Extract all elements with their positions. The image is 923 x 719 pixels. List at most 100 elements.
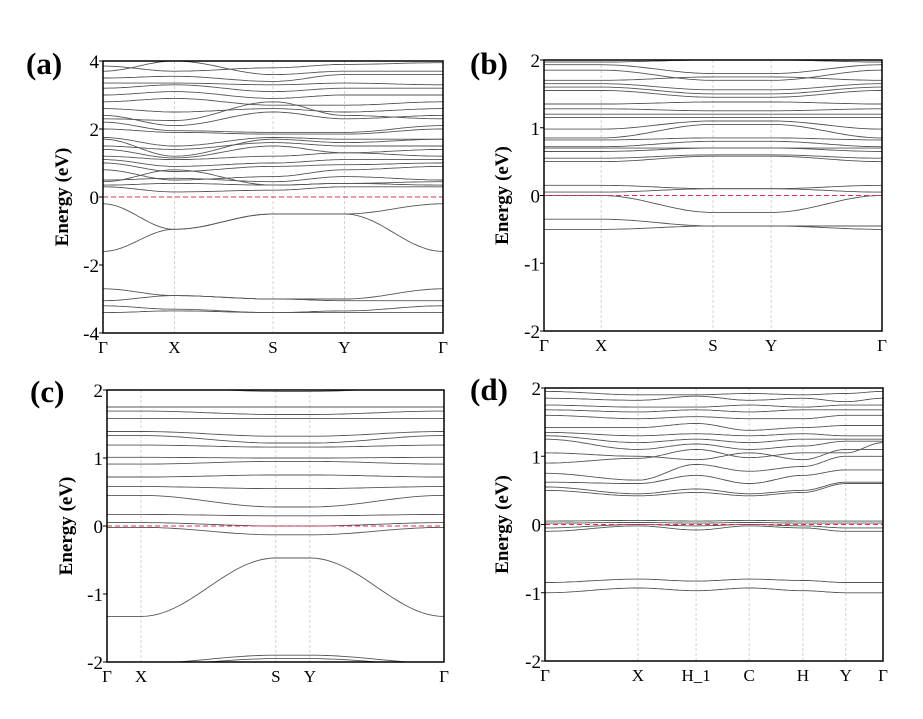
- y-tick-label: 2: [532, 379, 542, 400]
- band-line: [103, 138, 443, 157]
- band-line: [103, 142, 443, 150]
- band-line: [103, 108, 443, 113]
- band-line: [545, 414, 883, 420]
- band-line: [544, 195, 882, 213]
- k-tick-label: S: [708, 336, 717, 355]
- band-line: [544, 140, 882, 148]
- band-line: [544, 154, 882, 159]
- band-line: [103, 145, 443, 159]
- band-line: [103, 152, 443, 161]
- band-line: [103, 101, 443, 121]
- band-line: [103, 128, 443, 135]
- band-line: [545, 587, 883, 594]
- band-line: [103, 159, 443, 167]
- band-line: [103, 162, 443, 172]
- band-line: [545, 455, 883, 481]
- y-tick-label: -2: [87, 653, 103, 674]
- band-line: [545, 435, 883, 444]
- y-tick-label: 0: [532, 516, 542, 537]
- band-line: [545, 469, 883, 484]
- band-line: [103, 91, 443, 99]
- k-tick-label: Γ: [102, 667, 112, 686]
- band-line: [107, 526, 444, 536]
- band-line: [545, 431, 883, 437]
- y-tick-label: 1: [532, 447, 542, 468]
- y-axis-label: Energy (eV): [52, 148, 73, 247]
- k-tick-label: X: [168, 338, 180, 357]
- band-line: [107, 435, 444, 444]
- band-line: [103, 203, 443, 230]
- y-tick-label: -1: [524, 254, 540, 275]
- band-line: [544, 137, 882, 141]
- band-line: [545, 442, 883, 464]
- band-line: [103, 111, 443, 127]
- band-line: [103, 169, 443, 186]
- band-line: [103, 176, 443, 183]
- bands: [545, 390, 883, 594]
- band-line: [103, 137, 443, 147]
- band-line: [103, 62, 443, 72]
- y-tick-label: -2: [525, 652, 541, 673]
- band-line: [545, 522, 883, 524]
- band-line: [107, 513, 444, 517]
- k-tick-label: H_1: [681, 666, 710, 685]
- k-tick-label: Γ: [878, 666, 888, 685]
- band-line: [107, 486, 444, 490]
- band-line: [544, 123, 882, 139]
- band-line: [545, 483, 883, 497]
- band-line: [544, 86, 882, 95]
- k-tick-label: Γ: [439, 667, 449, 686]
- k-tick-label: X: [595, 336, 607, 355]
- k-tick-label: H: [797, 666, 809, 685]
- band-line: [544, 108, 882, 112]
- band-line: [103, 74, 443, 82]
- panel-label: (b): [470, 46, 508, 81]
- band-line: [544, 218, 882, 227]
- panel-label: (c): [30, 374, 64, 409]
- band-line: [544, 90, 882, 98]
- k-tick-label: Γ: [877, 336, 887, 355]
- bands: [544, 60, 882, 230]
- k-tick-label: Y: [304, 667, 316, 686]
- k-tick-label: S: [268, 338, 277, 357]
- band-line: [545, 525, 883, 532]
- band-line: [545, 578, 883, 583]
- band-line: [107, 456, 444, 459]
- band-line: [544, 69, 882, 81]
- y-axis-label: Energy (eV): [492, 475, 513, 574]
- bands: [103, 61, 443, 314]
- band-line: [103, 288, 443, 300]
- band-line: [545, 481, 883, 495]
- band-line: [107, 494, 444, 508]
- k-tick-label: C: [743, 666, 754, 685]
- y-tick-label: 1: [531, 119, 541, 140]
- band-line: [544, 83, 882, 91]
- y-tick-label: 2: [94, 381, 104, 402]
- band-line: [103, 305, 443, 314]
- band-line: [107, 431, 444, 437]
- panel-label: (a): [26, 46, 62, 81]
- y-tick-label: 0: [531, 187, 541, 208]
- k-tick-label: X: [135, 667, 147, 686]
- k-tick-label: S: [271, 667, 280, 686]
- band-line: [107, 444, 444, 448]
- y-axis-label: Energy (eV): [492, 146, 513, 245]
- k-tick-label: Y: [840, 666, 852, 685]
- k-tick-label: Γ: [98, 338, 108, 357]
- k-tick-label: Y: [765, 336, 777, 355]
- band-line: [107, 557, 444, 617]
- band-line: [544, 184, 882, 190]
- k-tick-label: X: [632, 666, 644, 685]
- y-tick-label: 4: [90, 52, 100, 73]
- band-line: [103, 84, 443, 93]
- y-tick-label: -2: [83, 256, 99, 277]
- band-line: [545, 390, 883, 396]
- k-tick-label: Γ: [438, 338, 448, 357]
- band-line: [170, 654, 416, 662]
- band-line: [545, 395, 883, 403]
- y-tick-label: -1: [525, 584, 541, 605]
- band-line: [545, 423, 883, 431]
